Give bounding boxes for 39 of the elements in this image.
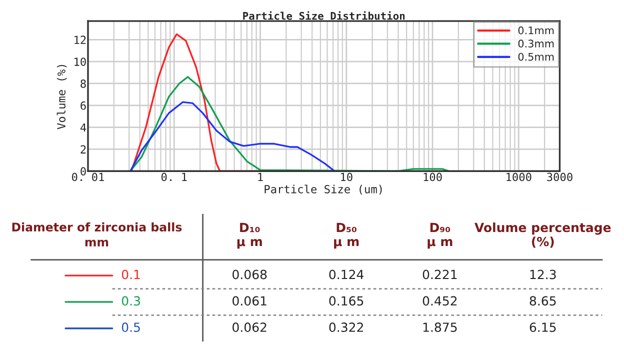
data-label: 0.452 <box>422 296 457 306</box>
x-tick-label: 1 <box>258 172 263 182</box>
x-tick-label: 10 <box>341 172 352 182</box>
data-label: 6.15 <box>530 322 556 332</box>
legend-label: 0.1 <box>122 270 140 280</box>
y-tick-label: 2 <box>80 145 86 154</box>
chart-title: Particle Size Distribution <box>243 11 405 20</box>
y-tick-label: 6 <box>80 101 86 110</box>
x-axis-title: Particle Size (um) <box>264 184 382 195</box>
x-tick-label: 0. 1 <box>161 172 187 182</box>
legend-label: 0.5mm <box>518 52 554 61</box>
data-label: 0.062 <box>232 322 266 332</box>
y-tick-label: 4 <box>80 123 86 132</box>
data-label: 0.165 <box>329 296 364 306</box>
data-label: 0.068 <box>232 270 267 280</box>
y-axis-title: Volume (%) <box>56 64 67 130</box>
x-tick-label: 3000 <box>547 172 572 182</box>
category-label: D₅₀ μ m <box>334 222 359 249</box>
category-label: D₁₀ μ m <box>237 222 262 249</box>
y-tick-label: 10 <box>74 58 86 66</box>
y-tick-label: 0 <box>80 167 86 176</box>
legend-label: 0.1mm <box>518 26 554 34</box>
data-label: 0.322 <box>329 322 363 332</box>
legend-label: 0.5 <box>122 322 140 332</box>
y-tick-label: 12 <box>74 36 86 44</box>
data-label: 1.875 <box>423 322 457 332</box>
x-tick-label: 1000 <box>506 172 532 182</box>
data-label: 8.65 <box>530 296 556 306</box>
category-label: D₉₀ μ m <box>428 222 452 249</box>
y-tick-label: 8 <box>80 79 86 88</box>
category-label: Volume percentage (%) <box>474 222 611 248</box>
legend-title: Diameter of zirconia balls mm <box>12 222 182 246</box>
legend-label: 0.3mm <box>518 40 554 48</box>
legend-label: 0.3 <box>122 296 140 306</box>
data-label: 0.124 <box>329 270 364 280</box>
data-label: 12.3 <box>530 270 556 280</box>
data-label: 0.221 <box>422 270 457 280</box>
data-label: 0.061 <box>232 296 266 306</box>
x-tick-label: 100 <box>424 172 442 182</box>
